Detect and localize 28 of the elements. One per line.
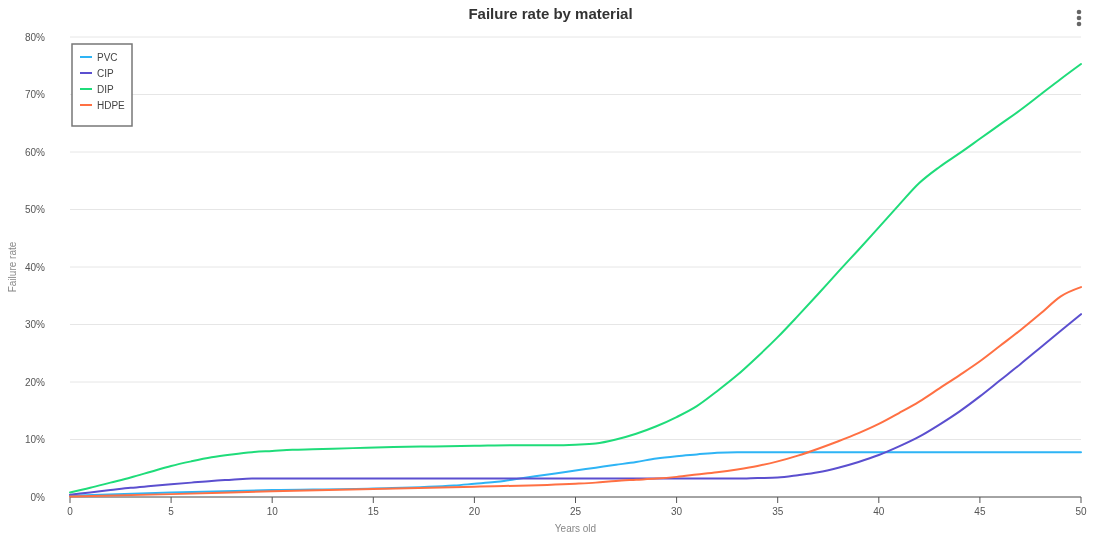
legend-label: HDPE	[97, 99, 126, 111]
line-series	[69, 63, 1082, 494]
chart-title: Failure rate by material	[468, 5, 633, 22]
x-tick-label: 40	[873, 506, 885, 517]
y-tick-label: 80%	[24, 31, 46, 43]
y-axis-title: Failure rate	[7, 241, 18, 293]
x-tick-label: 50	[1075, 506, 1087, 517]
x-tick-label: 45	[974, 506, 986, 517]
x-axis-title: Years old	[554, 523, 597, 534]
y-tick-label: 70%	[24, 89, 46, 100]
x-tick-label: 20	[468, 506, 481, 517]
x-tick-label: 35	[772, 506, 784, 517]
y-tick-label: 20%	[24, 376, 46, 388]
legend-label: CIP	[97, 67, 114, 79]
x-tick-label: 5	[168, 506, 175, 517]
y-tick-label: 0%	[30, 491, 46, 503]
y-tick-label: 30%	[24, 319, 46, 330]
y-tick-label: 50%	[24, 204, 46, 215]
x-tick-label: 25	[569, 506, 582, 517]
legend-label: PVC	[97, 51, 118, 63]
x-tick-label: 0	[67, 506, 74, 517]
x-tick-label: 10	[266, 506, 279, 517]
x-tick-label: 30	[671, 506, 683, 517]
legend-label: DIP	[97, 83, 114, 95]
y-tick-label: 10%	[24, 434, 46, 445]
y-tick-label: 60%	[24, 146, 46, 158]
y-tick-label: 40%	[24, 261, 46, 273]
x-tick-label: 15	[367, 506, 380, 517]
